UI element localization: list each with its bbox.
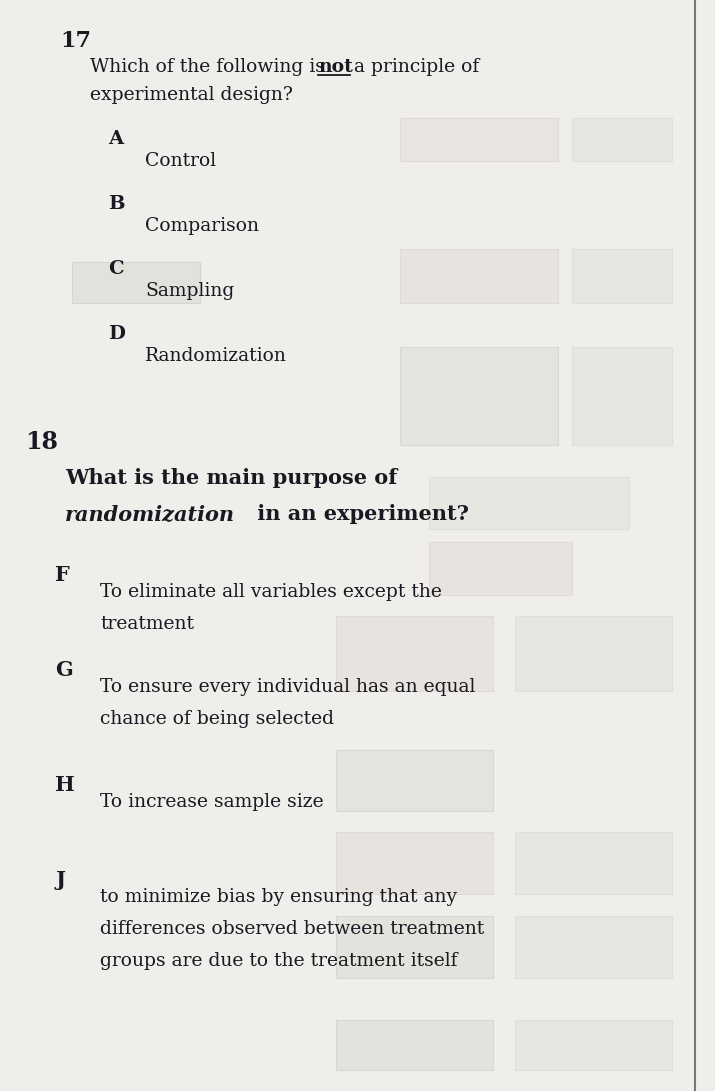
Bar [400, 347, 558, 445]
Bar [572, 249, 672, 303]
Bar [515, 832, 672, 894]
Bar [515, 1020, 672, 1070]
Text: 17: 17 [60, 29, 91, 52]
Bar [572, 118, 672, 161]
Bar [336, 832, 493, 894]
Bar [400, 249, 558, 303]
Text: B: B [108, 195, 124, 213]
Text: to minimize bias by ensuring that any: to minimize bias by ensuring that any [100, 888, 457, 906]
Text: in an experiment?: in an experiment? [250, 504, 469, 524]
Text: a principle of: a principle of [348, 58, 479, 76]
Text: chance of being selected: chance of being selected [100, 710, 334, 728]
Text: experimental design?: experimental design? [90, 86, 293, 104]
Text: To eliminate all variables except the: To eliminate all variables except the [100, 583, 442, 601]
Bar [336, 750, 493, 811]
Bar [336, 616, 493, 691]
Text: randomization: randomization [65, 504, 235, 524]
Text: G: G [55, 660, 73, 680]
Text: F: F [55, 565, 70, 585]
Text: A: A [108, 130, 123, 148]
Text: C: C [108, 260, 124, 278]
Text: Comparison: Comparison [145, 217, 259, 235]
Bar [336, 1020, 493, 1070]
Text: What is the main purpose of: What is the main purpose of [65, 468, 398, 488]
Bar [72, 262, 200, 303]
Text: J: J [55, 870, 65, 890]
Text: Randomization: Randomization [145, 347, 287, 365]
Text: differences observed between treatment: differences observed between treatment [100, 920, 484, 938]
Bar [429, 477, 629, 529]
Bar [515, 616, 672, 691]
Text: 18: 18 [25, 430, 58, 454]
Text: H: H [55, 775, 75, 795]
Bar [572, 347, 672, 445]
Text: not: not [318, 58, 353, 76]
Bar [515, 916, 672, 978]
Bar [429, 542, 572, 595]
Text: To ensure every individual has an equal: To ensure every individual has an equal [100, 678, 475, 696]
Text: treatment: treatment [100, 615, 194, 633]
Text: Which of the following is: Which of the following is [90, 58, 331, 76]
Bar [400, 118, 558, 161]
Bar [336, 916, 493, 978]
Text: To increase sample size: To increase sample size [100, 793, 324, 811]
Text: Control: Control [145, 152, 216, 170]
Text: D: D [108, 325, 125, 343]
Text: Sampling: Sampling [145, 281, 235, 300]
Text: groups are due to the treatment itself: groups are due to the treatment itself [100, 952, 458, 970]
